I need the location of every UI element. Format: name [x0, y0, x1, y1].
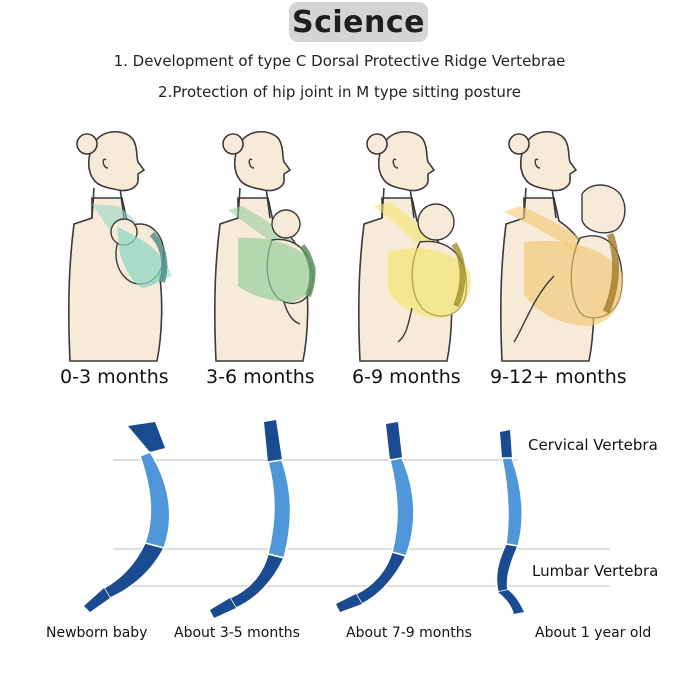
spine-3-5-months: [210, 420, 292, 618]
stage-label-3: 6-9 months: [352, 366, 461, 388]
cervical-vertebra-label: Cervical Vertebra: [528, 436, 658, 454]
stage-2-figure: [213, 130, 317, 362]
benefit-line-1: 1. Development of type C Dorsal Protecti…: [113, 52, 566, 70]
caption-7-9-months: About 7-9 months: [346, 625, 472, 641]
stage-label-2: 3-6 months: [206, 366, 315, 388]
stage-1-figure: [67, 130, 172, 362]
caption-newborn: Newborn baby: [46, 625, 148, 641]
caption-1-year: About 1 year old: [535, 625, 652, 641]
caption-3-5-months: About 3-5 months: [174, 625, 300, 641]
stage-3-figure: [357, 130, 471, 362]
spine-1-year: [495, 430, 524, 614]
benefit-line-2: 2.Protection of hip joint in M type sitt…: [158, 83, 521, 101]
page-title: Science: [289, 2, 428, 42]
page-title-text: Science: [291, 4, 425, 40]
stage-label-1: 0-3 months: [60, 366, 169, 388]
lumbar-vertebra-label: Lumbar Vertebra: [532, 562, 659, 580]
spine-newborn: [84, 422, 171, 612]
spine-7-9-months: [336, 422, 415, 612]
stage-label-4: 9-12+ months: [490, 366, 627, 388]
stage-4-figure: [499, 130, 626, 362]
